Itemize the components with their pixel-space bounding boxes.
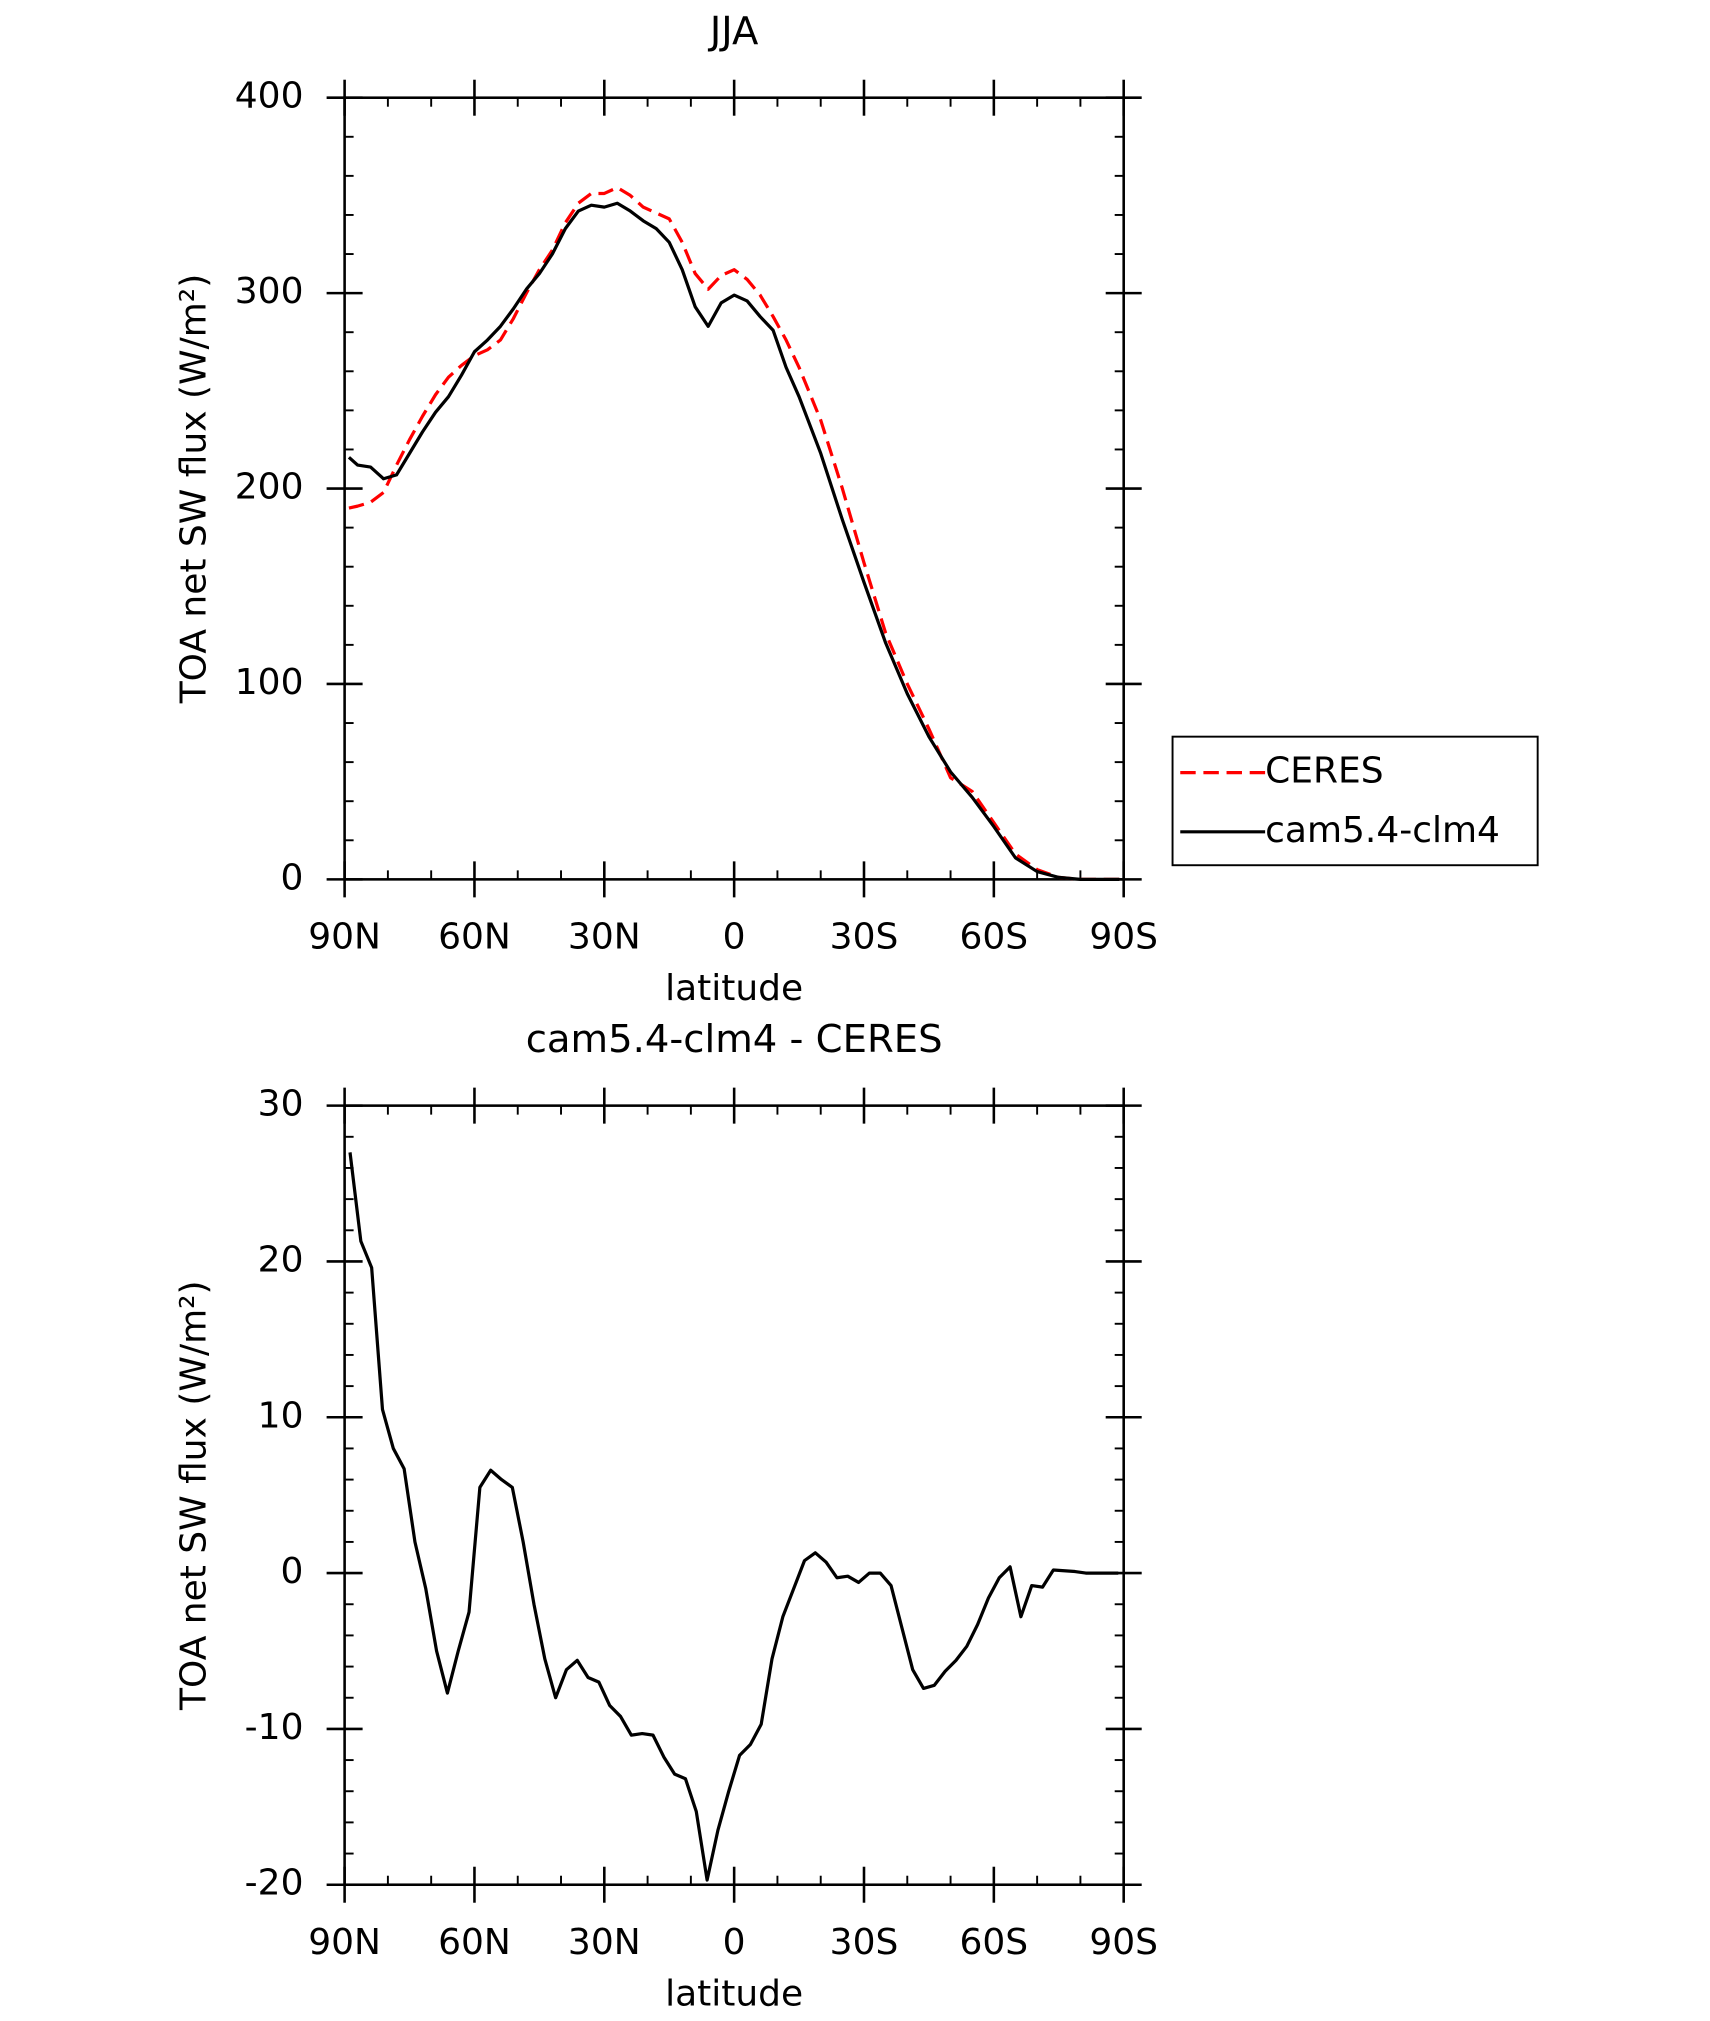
chart: cam5.4-clm4 - CERES 90N 60N 30N 0 30S 60S 90S -2…: [173, 1017, 1158, 2014]
x-tick-label: 60S: [960, 917, 1029, 958]
legend-box: [1171, 735, 1539, 867]
data-line: [347, 201, 1120, 881]
y-tick-label: 100: [235, 662, 304, 703]
x-tick-label: 90S: [1089, 917, 1158, 958]
x-tick-label: 60S: [960, 1922, 1029, 1963]
plot-frame: [343, 96, 1125, 881]
y-tick-label: 300: [235, 271, 304, 312]
chart-title: cam5.4-clm4 - CERES: [526, 1017, 943, 1062]
data-line: [348, 1152, 1119, 1882]
y-tick-label: -10: [245, 1707, 304, 1748]
y-tick-label: 0: [281, 1551, 304, 1592]
x-tick-label: 60N: [438, 917, 511, 958]
x-tick-label: 90N: [308, 1922, 381, 1963]
y-tick-label: -20: [245, 1863, 304, 1904]
x-axis-label: latitude: [665, 1973, 803, 2014]
y-tick-label: 200: [235, 467, 304, 508]
legend-label: CERES: [1265, 751, 1383, 792]
y-axis-label: TOA net SW flux (W/m²): [173, 1280, 214, 1711]
y-tick-label: 400: [235, 76, 304, 117]
chart: JJA 90N 60N 30N 0 30S 60S 90S 0 100 200 300 400 latit…: [173, 9, 1539, 1009]
y-axis-label: TOA net SW flux (W/m²): [173, 274, 214, 705]
y-tick-label: 20: [258, 1239, 304, 1280]
x-tick-label: 90S: [1089, 1922, 1158, 1963]
chart-title: JJA: [708, 9, 759, 54]
x-tick-label: 30N: [568, 917, 641, 958]
x-tick-label: 0: [723, 917, 746, 958]
y-tick-label: 10: [258, 1395, 304, 1436]
x-tick-label: 30N: [568, 1922, 641, 1963]
y-tick-label: 0: [281, 857, 304, 898]
legend-label: cam5.4-clm4: [1265, 810, 1500, 851]
y-tick-label: 30: [258, 1084, 304, 1125]
data-line: [348, 185, 1120, 881]
x-tick-label: 60N: [438, 1922, 511, 1963]
x-tick-label: 90N: [308, 917, 381, 958]
x-tick-label: 0: [723, 1922, 746, 1963]
x-tick-label: 30S: [830, 1922, 899, 1963]
x-tick-label: 30S: [830, 917, 899, 958]
x-axis-label: latitude: [665, 968, 803, 1009]
